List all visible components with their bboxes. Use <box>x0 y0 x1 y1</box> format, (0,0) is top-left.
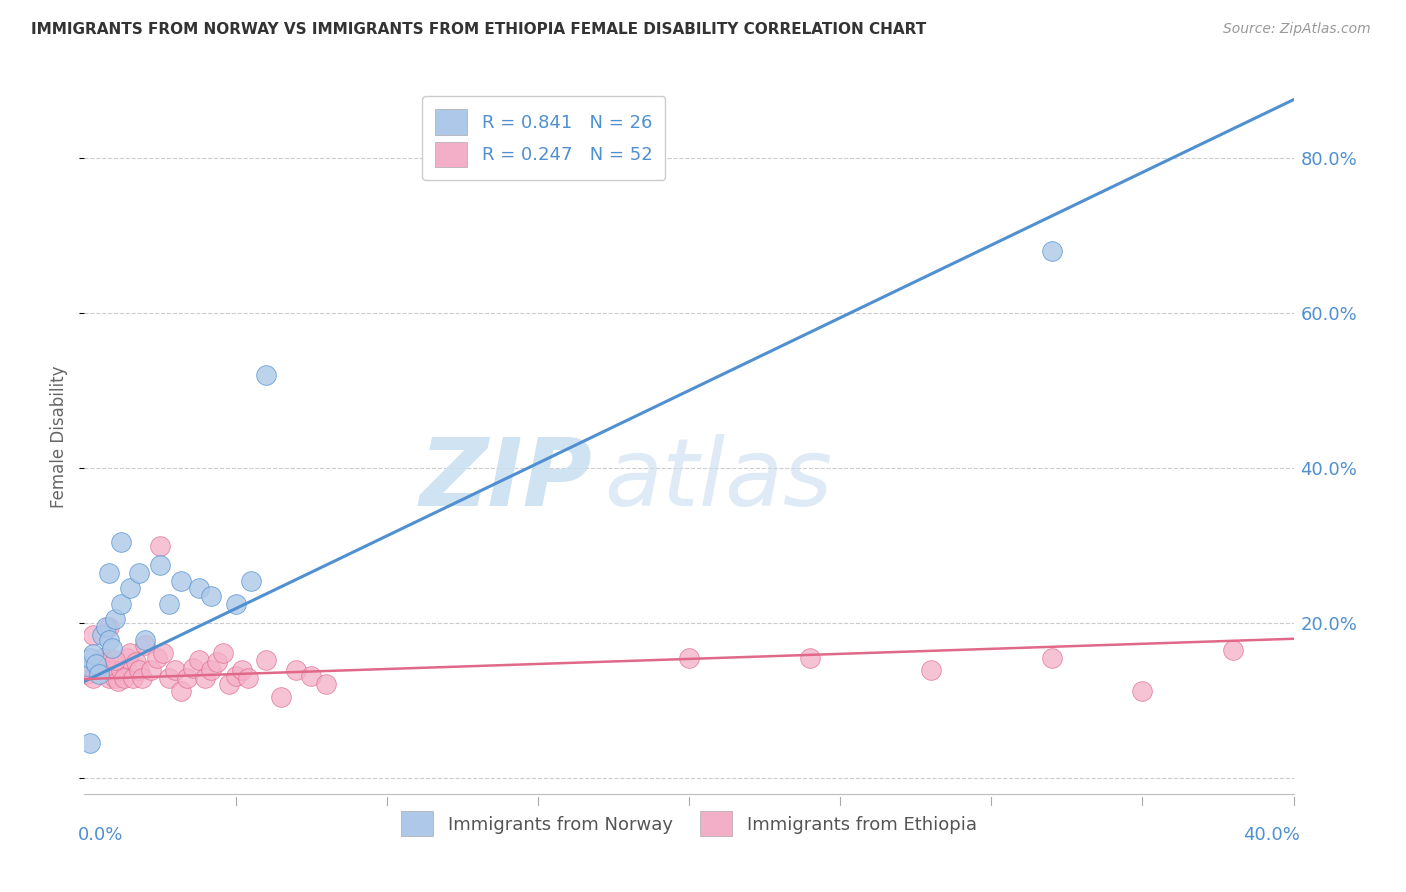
Point <box>97 566 120 580</box>
Point <box>188 653 211 667</box>
Y-axis label: Female Disability: Female Disability <box>51 366 69 508</box>
Point <box>236 671 259 685</box>
Point <box>270 690 292 704</box>
Point <box>97 620 120 634</box>
Text: Source: ZipAtlas.com: Source: ZipAtlas.com <box>1223 22 1371 37</box>
Point <box>212 646 235 660</box>
Point <box>188 582 211 596</box>
Point <box>94 655 117 669</box>
Point <box>239 574 262 588</box>
Point <box>118 582 141 596</box>
Point <box>104 671 127 685</box>
Point <box>315 677 337 691</box>
Point <box>194 671 217 685</box>
Point <box>97 671 120 685</box>
Point <box>299 669 322 683</box>
Point <box>1130 684 1153 698</box>
Point <box>110 663 132 677</box>
Text: atlas: atlas <box>605 434 832 525</box>
Point <box>1040 244 1063 258</box>
Point <box>146 651 169 665</box>
Point <box>110 597 132 611</box>
Point <box>76 666 98 681</box>
Point <box>285 663 308 677</box>
Point <box>97 633 120 648</box>
Point <box>86 657 108 671</box>
Point <box>89 655 111 669</box>
Point <box>225 669 247 683</box>
Point <box>100 641 122 656</box>
Point <box>157 671 180 685</box>
Point <box>100 663 122 677</box>
Point <box>104 612 127 626</box>
Point <box>799 651 821 665</box>
Point <box>218 677 240 691</box>
Point <box>181 661 204 675</box>
Point <box>104 653 127 667</box>
Point <box>254 368 277 382</box>
Text: 40.0%: 40.0% <box>1243 826 1299 844</box>
Point <box>1040 651 1063 665</box>
Point <box>200 663 222 677</box>
Point <box>131 671 153 685</box>
Point <box>152 646 174 660</box>
Text: IMMIGRANTS FROM NORWAY VS IMMIGRANTS FROM ETHIOPIA FEMALE DISABILITY CORRELATION: IMMIGRANTS FROM NORWAY VS IMMIGRANTS FRO… <box>31 22 927 37</box>
Point <box>207 655 229 669</box>
Point <box>139 663 162 677</box>
Point <box>134 638 156 652</box>
Point <box>170 574 193 588</box>
Point <box>91 628 114 642</box>
Text: 0.0%: 0.0% <box>79 826 124 844</box>
Point <box>157 597 180 611</box>
Point <box>76 659 98 673</box>
Point <box>170 684 193 698</box>
Point <box>128 566 150 580</box>
Point <box>128 663 150 677</box>
Point <box>254 653 277 667</box>
Point <box>121 671 143 685</box>
Point <box>115 651 138 665</box>
Point <box>89 666 111 681</box>
Point <box>149 558 172 572</box>
Point <box>176 671 198 685</box>
Point <box>79 663 101 677</box>
Point <box>79 736 101 750</box>
Point <box>920 663 942 677</box>
Point <box>94 620 117 634</box>
Point <box>107 674 129 689</box>
Point <box>1222 643 1244 657</box>
Point <box>134 633 156 648</box>
Legend: Immigrants from Norway, Immigrants from Ethiopia: Immigrants from Norway, Immigrants from … <box>392 802 986 846</box>
Point <box>200 589 222 603</box>
Point <box>79 651 101 665</box>
Point <box>149 539 172 553</box>
Point <box>82 671 104 685</box>
Point <box>91 651 114 665</box>
Point <box>225 597 247 611</box>
Text: ZIP: ZIP <box>419 434 592 526</box>
Point <box>165 663 187 677</box>
Point <box>110 534 132 549</box>
Point <box>231 663 253 677</box>
Point <box>125 655 148 669</box>
Point <box>82 647 104 661</box>
Point <box>82 628 104 642</box>
Point <box>118 646 141 660</box>
Point <box>678 651 700 665</box>
Point <box>112 671 135 685</box>
Point <box>86 659 108 673</box>
